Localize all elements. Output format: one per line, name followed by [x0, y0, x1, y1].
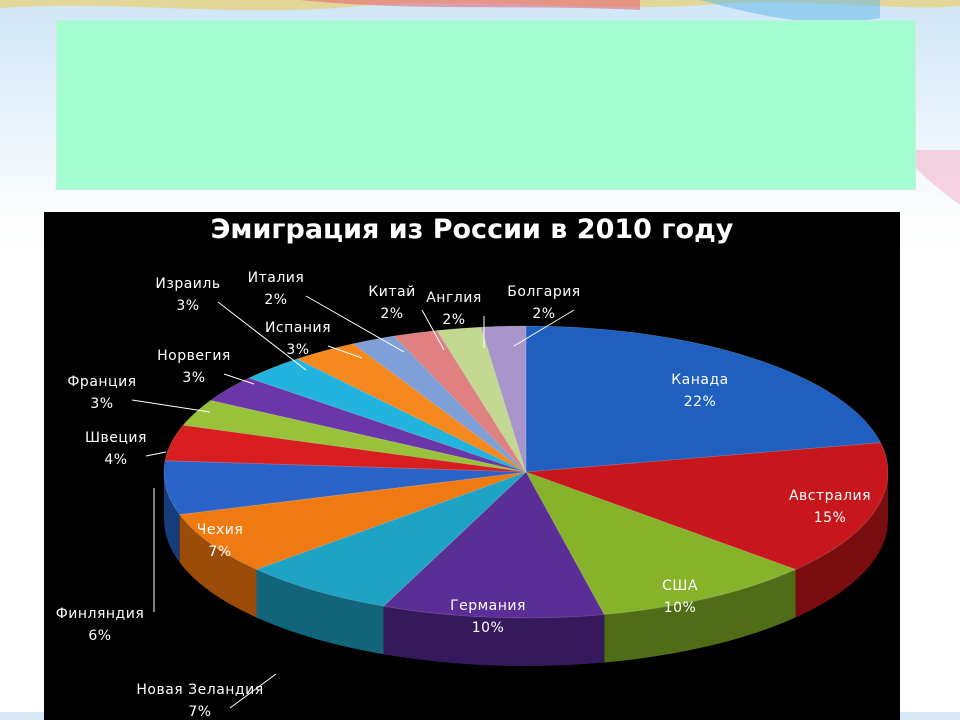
slice-10-label: Израиль [155, 276, 220, 292]
slice-2-label: США [662, 578, 698, 594]
slice-4-wedge [255, 471, 527, 607]
pie-tops [163, 325, 889, 619]
slice-14-value-label: 2% [442, 312, 465, 328]
slice-4-label: Новая Зеландия [136, 682, 263, 698]
slice-3-label: Германия [450, 598, 526, 614]
slice-10-wedge [248, 358, 527, 473]
slice-13-label: Китай [368, 284, 415, 300]
slice-6-value-label: 6% [88, 628, 111, 644]
slice-1-value-label: 15% [814, 510, 847, 526]
slice-14-wedge [436, 326, 527, 473]
slice-13-leader-line [421, 309, 445, 351]
slice-3-wedge [382, 471, 605, 619]
slice-13-wedge [393, 330, 527, 473]
slice-9-value-label: 3% [182, 370, 205, 386]
slice-8-leader-line [131, 399, 211, 413]
slice-14-label: Англия [426, 290, 482, 306]
slice-7-value-label: 4% [104, 452, 127, 468]
slice-11-wedge [296, 343, 527, 473]
slice-1-label: Австралия [789, 488, 871, 504]
slice-12-label: Италия [248, 270, 305, 286]
slice-4-leader-line [229, 673, 277, 709]
slice-6-wedge [163, 460, 527, 515]
slice-15-wedge [480, 325, 527, 473]
slice-2-side [604, 569, 796, 663]
slice-11-label: Испания [265, 320, 331, 336]
slice-0-value-label: 22% [684, 394, 717, 410]
pie-labels: Канада 22% Австралия 15% США 10% Германия 10% Но… [56, 270, 871, 720]
slice-7-wedge [164, 424, 527, 473]
slice-3-value-label: 10% [472, 620, 505, 636]
slice-9-label: Норвегия [157, 348, 231, 364]
slice-5-side [179, 514, 257, 618]
slice-1-side [795, 472, 888, 618]
slice-6-side [164, 472, 180, 563]
slice-1-wedge [525, 442, 889, 570]
slice-2-wedge [525, 471, 797, 615]
slice-3-side [383, 606, 605, 666]
slice-12-leader-line [305, 295, 405, 353]
slice-2-value-label: 10% [664, 600, 697, 616]
slice-8-label: Франция [67, 374, 136, 390]
chart-title: Эмиграция из России в 2010 году [211, 214, 734, 245]
slice-0-wedge [525, 325, 882, 473]
slice-9-wedge [209, 377, 527, 473]
slice-7-leader-line [145, 451, 167, 457]
slice-10-value-label: 3% [176, 298, 199, 314]
slice-12-wedge [352, 335, 527, 473]
slice-8-wedge [182, 399, 527, 473]
slice-10-leader-line [217, 301, 307, 371]
slice-5-label: Чехия [197, 522, 244, 538]
pie-chart: Эмиграция из России в 2010 году Канада 22… [56, 214, 889, 720]
slice-7-label: Швеция [85, 430, 147, 446]
slice-5-value-label: 7% [208, 544, 231, 560]
slice-11-value-label: 3% [286, 342, 309, 358]
slice-5-wedge [179, 471, 527, 570]
slice-13-value-label: 2% [380, 306, 403, 322]
slice-0-label: Канада [671, 372, 729, 388]
slice-15-value-label: 2% [532, 306, 555, 322]
slice-11-leader-line [327, 345, 363, 359]
pie-sides [164, 472, 888, 666]
slide-title-placeholder [56, 20, 916, 190]
slice-8-value-label: 3% [90, 396, 113, 412]
slice-6-label: Финляндия [56, 606, 145, 622]
slice-4-side [256, 569, 384, 655]
slice-4-value-label: 7% [188, 704, 211, 720]
slice-9-leader-line [223, 373, 255, 385]
slice-15-label: Болгария [507, 284, 580, 300]
slice-12-value-label: 2% [264, 292, 287, 308]
slice-15-leader-line [513, 309, 575, 347]
